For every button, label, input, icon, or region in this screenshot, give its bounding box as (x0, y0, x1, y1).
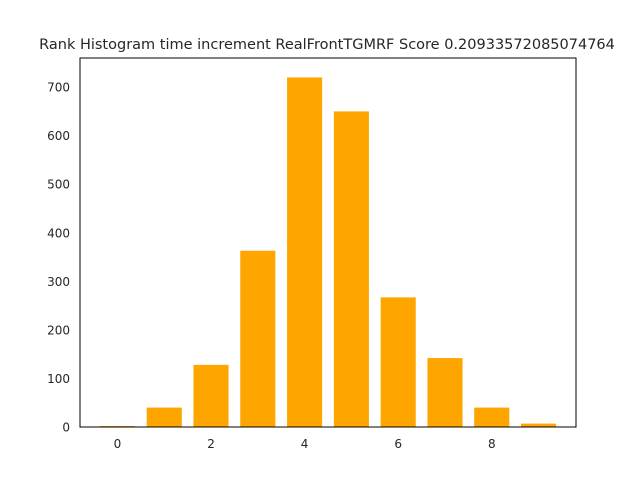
y-tick-label: 500 (47, 178, 70, 192)
plot-frame (79, 57, 577, 428)
bar-5 (333, 111, 369, 427)
bar-1 (146, 407, 182, 427)
bar-3 (240, 250, 276, 427)
y-axis: 0 100 200 300 400 500 600 700 (47, 81, 70, 435)
x-tick-label: 6 (394, 437, 402, 451)
x-tick-label: 4 (301, 437, 309, 451)
y-tick-label: 100 (47, 372, 70, 386)
bar-2 (193, 364, 229, 427)
y-tick-label: 0 (62, 421, 70, 435)
bar-4 (287, 77, 323, 427)
bars-group (99, 77, 557, 427)
y-tick-label: 300 (47, 275, 70, 289)
bar-6 (380, 297, 416, 427)
chart-title: Rank Histogram time increment RealFrontT… (39, 37, 615, 53)
x-tick-label: 8 (488, 437, 496, 451)
y-tick-label: 600 (47, 129, 70, 143)
bar-8 (474, 407, 510, 427)
x-tick-label: 0 (114, 437, 122, 451)
x-axis: 0 2 4 6 8 (114, 437, 496, 451)
x-tick-label: 2 (207, 437, 215, 451)
bar-9 (521, 423, 557, 427)
y-tick-label: 700 (47, 81, 70, 95)
bar-7 (427, 358, 463, 427)
y-tick-label: 400 (47, 226, 70, 240)
y-tick-label: 200 (47, 323, 70, 337)
